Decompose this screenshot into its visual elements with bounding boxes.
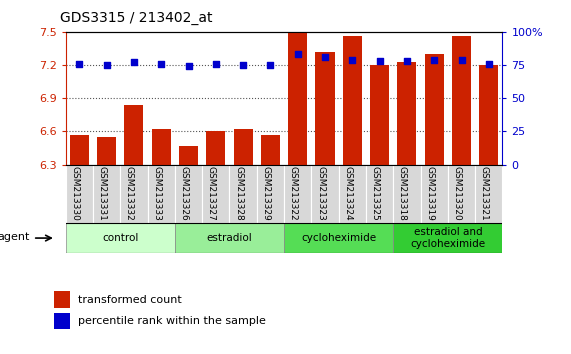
Point — [102, 62, 111, 68]
Point — [130, 59, 139, 65]
Text: GSM213332: GSM213332 — [125, 166, 134, 221]
Bar — [284, 223, 393, 253]
Text: GSM213319: GSM213319 — [425, 166, 434, 221]
Bar — [66, 223, 175, 253]
Text: GSM213329: GSM213329 — [262, 166, 271, 221]
Bar — [97, 137, 116, 354]
Text: estradiol and
cycloheximide: estradiol and cycloheximide — [411, 227, 485, 249]
Bar — [261, 135, 280, 354]
Text: control: control — [102, 233, 138, 243]
Text: GSM213321: GSM213321 — [480, 166, 489, 221]
Bar — [179, 146, 198, 354]
Point — [403, 58, 412, 64]
Point — [375, 58, 384, 64]
Point — [320, 54, 329, 60]
Point — [239, 62, 248, 68]
Bar — [206, 131, 226, 354]
Text: percentile rank within the sample: percentile rank within the sample — [78, 316, 266, 326]
Bar — [284, 165, 311, 223]
Text: GSM213318: GSM213318 — [398, 166, 407, 221]
Bar — [448, 165, 475, 223]
Bar — [202, 165, 230, 223]
Bar — [452, 36, 471, 354]
Bar — [124, 105, 143, 354]
Bar — [425, 54, 444, 354]
Bar — [152, 129, 171, 354]
Bar — [54, 313, 70, 329]
Bar — [288, 32, 307, 354]
Point — [429, 57, 439, 63]
Bar — [366, 165, 393, 223]
Text: GSM213333: GSM213333 — [152, 166, 161, 221]
Bar — [370, 65, 389, 354]
Bar — [421, 165, 448, 223]
Bar — [147, 165, 175, 223]
Text: estradiol: estradiol — [207, 233, 252, 243]
Point — [293, 52, 302, 57]
Bar — [230, 165, 257, 223]
Text: GDS3315 / 213402_at: GDS3315 / 213402_at — [60, 11, 212, 25]
Text: GSM213320: GSM213320 — [453, 166, 461, 221]
Bar — [54, 291, 70, 308]
Bar — [257, 165, 284, 223]
Point — [211, 61, 220, 67]
Text: cycloheximide: cycloheximide — [301, 233, 376, 243]
Bar — [393, 165, 421, 223]
Text: transformed count: transformed count — [78, 295, 182, 304]
Text: GSM213324: GSM213324 — [343, 166, 352, 221]
Text: agent: agent — [0, 232, 30, 241]
Text: GSM213328: GSM213328 — [234, 166, 243, 221]
Bar — [475, 165, 502, 223]
Bar — [93, 165, 120, 223]
Bar — [339, 165, 366, 223]
Text: GSM213322: GSM213322 — [289, 166, 297, 221]
Bar — [70, 135, 89, 354]
Text: GSM213331: GSM213331 — [98, 166, 107, 221]
Bar — [479, 65, 498, 354]
Bar — [311, 165, 339, 223]
Point — [484, 61, 493, 67]
Text: GSM213326: GSM213326 — [179, 166, 188, 221]
Point — [348, 57, 357, 63]
Bar — [66, 165, 93, 223]
Bar — [175, 223, 284, 253]
Point — [184, 64, 193, 69]
Point — [156, 61, 166, 67]
Bar — [234, 129, 253, 354]
Point — [75, 61, 84, 67]
Text: GSM213327: GSM213327 — [207, 166, 216, 221]
Point — [266, 62, 275, 68]
Text: GSM213323: GSM213323 — [316, 166, 325, 221]
Bar — [397, 62, 416, 354]
Text: GSM213325: GSM213325 — [371, 166, 380, 221]
Text: GSM213330: GSM213330 — [70, 166, 79, 221]
Bar — [120, 165, 147, 223]
Bar — [393, 223, 502, 253]
Bar — [343, 36, 362, 354]
Point — [457, 57, 466, 63]
Bar — [315, 52, 335, 354]
Bar — [175, 165, 202, 223]
